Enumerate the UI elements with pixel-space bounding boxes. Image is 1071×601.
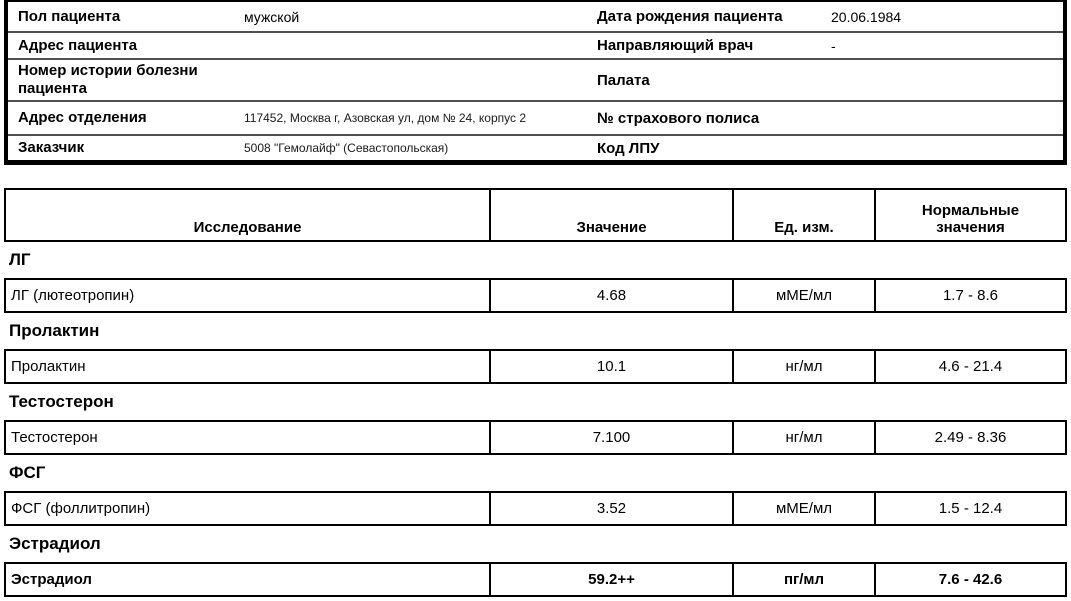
- test-name-cell: ЛГ (лютеотропин): [11, 287, 135, 304]
- test-value-cell: 10.1: [489, 351, 732, 382]
- results-table: Исследование Значение Ед. изм. Нормальны…: [4, 188, 1067, 597]
- test-name-cell: ФСГ (фоллитропин): [11, 500, 151, 517]
- test-value-cell: 3.52: [489, 493, 732, 524]
- info-label: Заказчик: [18, 139, 85, 156]
- result-row: ЛГ (лютеотропин) 4.68 мМЕ/мл 1.7 - 8.6: [4, 278, 1067, 313]
- info-value: -: [831, 37, 836, 54]
- test-group-label: ФСГ: [9, 463, 46, 482]
- test-unit-cell: пг/мл: [732, 564, 874, 595]
- test-unit-cell: мМЕ/мл: [732, 493, 874, 524]
- test-name-cell: Тестостерон: [11, 429, 98, 446]
- test-value-cell: 4.68: [489, 280, 732, 311]
- info-label: Адрес пациента: [18, 36, 138, 54]
- test-unit-cell: мМЕ/мл: [732, 280, 874, 311]
- results-table-header: Исследование Значение Ед. изм. Нормальны…: [4, 188, 1067, 242]
- info-label: Палата: [597, 71, 650, 89]
- header-cell-normal-range: Нормальные значения: [874, 190, 1065, 240]
- info-label: Адрес отделения: [18, 109, 147, 126]
- info-label-text: Номер истории болезни пациента: [18, 62, 198, 97]
- test-name-cell: Пролактин: [11, 358, 86, 375]
- result-row-flagged: Эстрадиол 59.2++ пг/мл 7.6 - 42.6: [4, 562, 1067, 597]
- header-cell-test: Исследование: [193, 218, 302, 236]
- patient-info-table: Пол пациента мужской Дата рождения пацие…: [4, 0, 1067, 165]
- test-group-label: ЛГ: [9, 250, 31, 269]
- test-normal-range-cell: 4.6 - 21.4: [874, 351, 1065, 382]
- test-normal-range-cell: 2.49 - 8.36: [874, 422, 1065, 453]
- test-normal-range-cell: 1.5 - 12.4: [874, 493, 1065, 524]
- result-row: Тестостерон 7.100 нг/мл 2.49 - 8.36: [4, 420, 1067, 455]
- info-row-history-number: Номер истории болезни пациента Палата: [8, 58, 1063, 100]
- info-row-department-address: Адрес отделения 117452, Москва г, Азовск…: [8, 100, 1063, 134]
- info-label: Номер истории болезни пациента: [18, 62, 244, 98]
- info-row-sex: Пол пациента мужской Дата рождения пацие…: [8, 2, 1063, 31]
- test-unit-cell: нг/мл: [732, 422, 874, 453]
- info-value: мужской: [244, 8, 300, 25]
- test-normal-range-cell: 1.7 - 8.6: [874, 280, 1065, 311]
- test-value-cell: 7.100: [489, 422, 732, 453]
- info-label: Дата рождения пациента: [597, 8, 783, 25]
- info-row-address: Адрес пациента Направляющий врач -: [8, 31, 1063, 58]
- test-value-cell: 59.2++: [489, 564, 732, 595]
- result-row: ФСГ (фоллитропин) 3.52 мМЕ/мл 1.5 - 12.4: [4, 491, 1067, 526]
- test-group-label: Эстрадиол: [9, 534, 101, 553]
- header-cell-unit: Ед. изм.: [732, 190, 874, 240]
- test-group-label: Тестостерон: [9, 392, 114, 411]
- test-group-label: Пролактин: [9, 321, 100, 340]
- info-value: 20.06.1984: [831, 8, 902, 25]
- info-label: Направляющий врач: [597, 37, 754, 54]
- test-name-cell: Эстрадиол: [11, 571, 92, 588]
- info-row-customer: Заказчик 5008 "Гемолайф" (Севастопольска…: [8, 134, 1063, 160]
- test-unit-cell: нг/мл: [732, 351, 874, 382]
- info-value: 5008 "Гемолайф" (Севастопольская): [244, 141, 449, 155]
- test-normal-range-cell: 7.6 - 42.6: [874, 564, 1065, 595]
- info-value: 117452, Москва г, Азовская ул, дом № 24,…: [244, 111, 526, 125]
- info-label: № страхового полиса: [597, 109, 760, 127]
- result-row: Пролактин 10.1 нг/мл 4.6 - 21.4: [4, 349, 1067, 384]
- info-label: Пол пациента: [18, 7, 121, 25]
- header-cell-value: Значение: [489, 190, 732, 240]
- info-label: Код ЛПУ: [597, 139, 660, 157]
- header-cell-normal-range-text: Нормальные значения: [921, 201, 1020, 236]
